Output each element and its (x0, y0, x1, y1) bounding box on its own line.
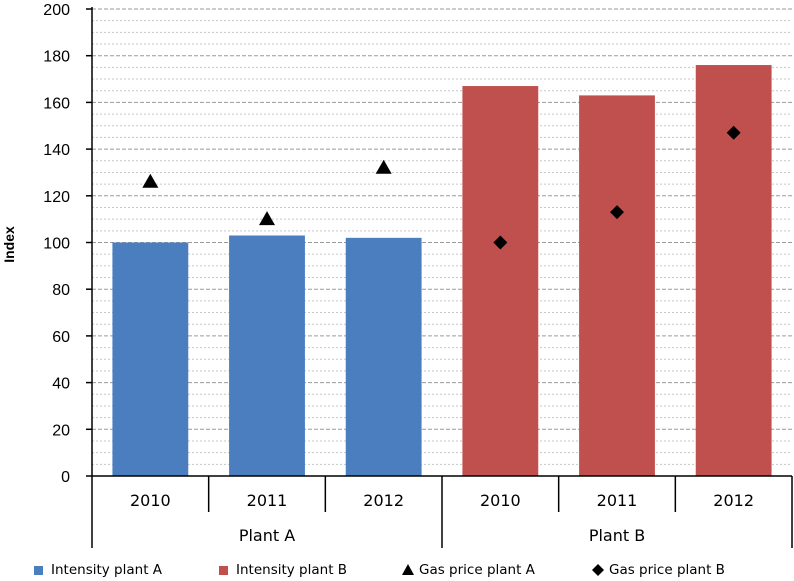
x-category-label: 2011 (597, 491, 638, 510)
x-category-label: 2010 (130, 491, 171, 510)
bar-intensity-plant-a-2012 (345, 237, 422, 476)
y-tick-label: 200 (43, 2, 70, 19)
x-category-labels: 2010 2011 2012 Plant A 2010 2011 2012 Plant B (130, 491, 754, 545)
legend-item: Gas price plant A (401, 562, 535, 578)
bar-intensity-plant-a-2010 (112, 242, 189, 476)
marker-gas-price-plant-b-2011 (610, 205, 624, 220)
bar-intensity-plant-b-2011 (579, 95, 655, 477)
axes (86, 7, 793, 548)
markers (142, 125, 741, 250)
legend-swatch (219, 566, 228, 575)
bars (112, 65, 772, 477)
legend-label: Gas price plant A (419, 562, 535, 578)
legend-swatch (402, 564, 414, 575)
y-tick-label: 60 (52, 329, 70, 346)
chart: 0 20 40 60 80 100 120 140 160 180 200 2010 2011 2012… (1, 2, 793, 548)
legend-label: Intensity plant B (236, 562, 348, 578)
legend-item: Intensity plant A (33, 562, 162, 578)
x-group-label: Plant A (239, 526, 295, 545)
marker-gas-price-plant-b-2010 (493, 235, 508, 250)
legend-swatch (34, 566, 43, 575)
marker-gas-price-plant-b-2012 (726, 125, 741, 140)
x-category-label: 2012 (713, 491, 754, 510)
y-tick-label: 160 (43, 95, 70, 112)
gridlines (92, 8, 792, 465)
marker-gas-price-plant-a-2010 (142, 173, 159, 188)
y-tick-label: 140 (43, 142, 70, 159)
y-axis-label: Index (1, 226, 17, 263)
marker-gas-price-plant-a-2011 (259, 211, 275, 226)
y-tick-label: 0 (61, 469, 70, 486)
x-group-label: Plant B (589, 526, 645, 545)
legend: Intensity plant A Intensity plant B Gas pr… (0, 560, 794, 580)
y-tick-label: 20 (52, 422, 70, 439)
legend-label: Gas price plant B (609, 562, 725, 578)
legend-label: Intensity plant A (51, 562, 163, 578)
y-tick-labels: 0 20 40 60 80 100 120 140 160 180 200 (43, 2, 70, 486)
legend-swatch (592, 564, 604, 576)
y-tick-label: 100 (43, 236, 70, 253)
bar-intensity-plant-b-2010 (462, 86, 539, 477)
bar-intensity-plant-a-2011 (229, 235, 305, 476)
marker-gas-price-plant-a-2012 (375, 159, 392, 174)
y-tick-label: 80 (52, 282, 70, 299)
y-tick-label: 120 (43, 189, 70, 206)
x-category-label: 2011 (247, 491, 288, 510)
x-category-label: 2012 (363, 491, 404, 510)
legend-item: Intensity plant B (218, 562, 347, 578)
y-tick-label: 40 (52, 376, 70, 393)
legend-item: Gas price plant B (591, 562, 725, 578)
y-tick-label: 180 (43, 49, 70, 66)
x-category-label: 2010 (480, 491, 521, 510)
